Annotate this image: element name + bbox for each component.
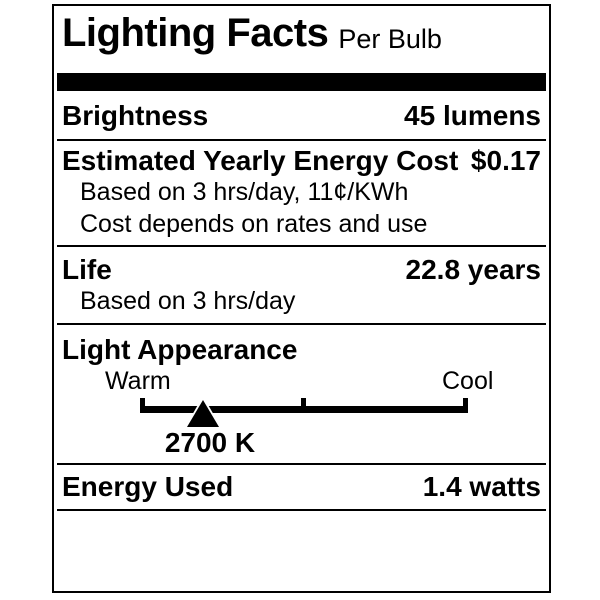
scale-warm-label: Warm: [105, 367, 171, 395]
scale-tick-right: [463, 398, 468, 413]
light-appearance-section: Light Appearance Warm Cool 2700 K: [54, 325, 549, 463]
divider: [57, 463, 546, 465]
scale-tick-left: [140, 398, 145, 413]
life-label: Life: [62, 254, 112, 285]
lighting-facts-label: Lighting Facts Per Bulb Brightness 45 lu…: [52, 4, 551, 593]
life-row: Life 22.8 years: [62, 256, 541, 284]
per-unit-text: Per Bulb: [338, 24, 442, 54]
energy-used-row: Energy Used 1.4 watts: [54, 465, 549, 509]
energy-cost-note-basis: Based on 3 hrs/day, 11¢/KWh: [80, 178, 409, 206]
energy-used-label: Energy Used: [62, 471, 234, 502]
triangle-up-marker-icon: [187, 400, 219, 427]
warm-cool-scale-bar: [140, 406, 468, 413]
scale-tick-middle: [301, 398, 306, 413]
brightness-row: Brightness 45 lumens: [54, 91, 549, 139]
life-note-basis: Based on 3 hrs/day: [80, 287, 296, 315]
label-header: Lighting Facts Per Bulb: [54, 6, 549, 59]
brightness-label: Brightness: [62, 100, 209, 131]
energy-cost-note-disclaimer: Cost depends on rates and use: [80, 210, 428, 238]
divider: [57, 509, 546, 511]
brightness-value: 45 lumens: [404, 100, 541, 131]
life-section: Life 22.8 years Based on 3 hrs/day: [54, 247, 549, 323]
divider: [57, 139, 546, 141]
divider: [57, 323, 546, 325]
life-value: 22.8 years: [405, 254, 541, 285]
scale-cool-label: Cool: [442, 367, 494, 395]
energy-cost-section: Estimated Yearly Energy Cost $0.17 Based…: [54, 141, 549, 245]
energy-used-value: 1.4 watts: [422, 471, 541, 502]
energy-cost-label: Estimated Yearly Energy Cost: [62, 145, 459, 176]
label-title: Lighting Facts: [62, 11, 329, 55]
header-separator-bar: [57, 73, 546, 91]
light-appearance-label: Light Appearance: [62, 334, 298, 365]
energy-cost-value: $0.17: [470, 145, 541, 176]
energy-cost-row: Estimated Yearly Energy Cost $0.17: [62, 147, 541, 175]
color-temperature-value: 2700 K: [164, 427, 256, 458]
divider: [57, 245, 546, 247]
